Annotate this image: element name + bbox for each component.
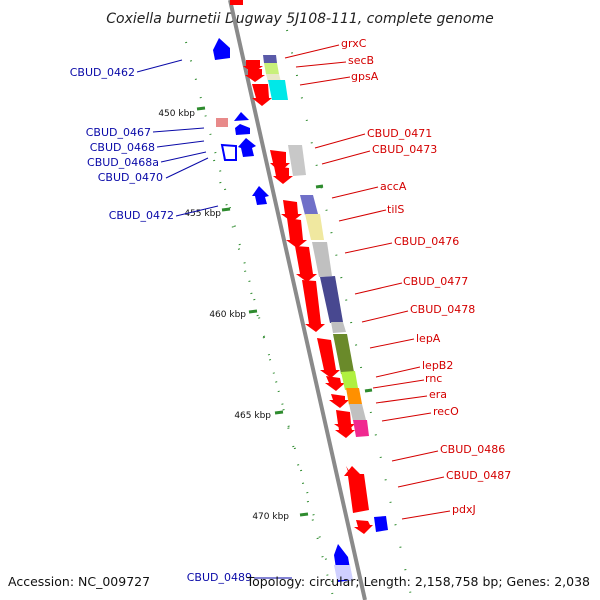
gene-pdxJ-neighbor xyxy=(374,516,388,532)
label-rnc: rnc xyxy=(425,372,442,385)
gene-CBUD_0467-pink xyxy=(216,118,228,127)
tick-labels: 450 kbp 455 kbp 460 kbp 465 kbp 470 kbp xyxy=(158,109,289,522)
label-CBUD_0468: CBUD_0468 xyxy=(90,141,155,154)
label-era: era xyxy=(429,388,447,401)
label-gpsA: gpsA xyxy=(351,70,379,83)
gene-CBUD_0476 xyxy=(295,246,317,282)
cog-CBUD_0471 xyxy=(288,145,306,176)
leader-lines-reverse xyxy=(136,59,292,579)
label-CBUD_0467: CBUD_0467 xyxy=(86,126,151,139)
feature-dashes xyxy=(315,184,373,393)
gene-lepA xyxy=(317,338,340,378)
label-lepB2: lepB2 xyxy=(422,359,453,372)
label-tilS: tilS xyxy=(387,203,404,216)
cog-era xyxy=(349,404,366,421)
forward-gene-labels: grxC secB gpsA CBUD_0471 CBUD_0473 accA … xyxy=(341,37,511,516)
cog-accA xyxy=(300,195,318,215)
label-accA: accA xyxy=(380,180,407,193)
cog-CBUD_0468 xyxy=(220,143,237,161)
label-CBUD_0473: CBUD_0473 xyxy=(372,143,437,156)
gene-recO xyxy=(335,424,355,438)
label-CBUD_0486: CBUD_0486 xyxy=(440,443,505,456)
genome-backbone xyxy=(228,0,367,600)
label-CBUD_0487: CBUD_0487 xyxy=(446,469,511,482)
cog-recO xyxy=(353,420,369,437)
map-title: Coxiella burnetii Dugway 5J108-111, comp… xyxy=(106,11,493,27)
cog-blocks xyxy=(220,55,369,580)
label-CBUD_0471: CBUD_0471 xyxy=(367,127,432,140)
label-secB: secB xyxy=(348,54,374,67)
tick-label-465: 465 kbp xyxy=(234,411,271,421)
label-CBUD_0472: CBUD_0472 xyxy=(109,209,174,222)
cog-CBUD_0476 xyxy=(312,242,332,277)
cog-CBUD_0478 xyxy=(331,322,346,333)
tick-label-450: 450 kbp xyxy=(158,109,195,119)
label-CBUD_0489: CBUD_0489 xyxy=(187,571,252,584)
gene-top-fragment xyxy=(230,0,243,5)
gene-pdxJ xyxy=(354,520,373,534)
cog-gpsA-b xyxy=(268,80,288,100)
gene-secB xyxy=(245,69,265,82)
gene-accA xyxy=(281,200,302,222)
cog-tilS xyxy=(305,214,324,240)
label-CBUD_0478: CBUD_0478 xyxy=(410,303,475,316)
label-lepA: lepA xyxy=(416,332,441,345)
gene-CBUD_0473 xyxy=(273,166,293,184)
gene-CBUD_0462 xyxy=(213,38,230,60)
cog-CBUD_0477 xyxy=(320,276,343,323)
label-CBUD_0476: CBUD_0476 xyxy=(394,235,459,248)
accession-text: Accession: NC_009727 xyxy=(8,574,150,589)
cog-lepB2 xyxy=(341,371,358,390)
gene-grxC xyxy=(243,60,263,73)
label-pdxJ: pdxJ xyxy=(452,503,476,516)
label-recO: recO xyxy=(433,405,459,418)
genome-stats-text: Topology: circular; Length: 2,158,758 bp… xyxy=(246,574,590,589)
label-CBUD_0477: CBUD_0477 xyxy=(403,275,468,288)
leader-lines-forward xyxy=(284,44,451,520)
gene-CBUD_0487 xyxy=(344,466,369,513)
gene-lepB2 xyxy=(325,376,345,391)
gene-rnc xyxy=(329,394,349,408)
gene-CBUD_0472 xyxy=(252,186,269,205)
gene-CBUD_0467 xyxy=(234,112,249,121)
tick-label-470: 470 kbp xyxy=(252,512,289,522)
cog-rnc xyxy=(346,388,362,405)
gene-gpsA xyxy=(252,84,272,106)
gene-CBUD_0468 xyxy=(235,124,250,135)
cog-secB xyxy=(264,63,279,74)
label-CBUD_0462: CBUD_0462 xyxy=(70,66,135,79)
cog-lepA xyxy=(333,334,354,374)
cog-grxC xyxy=(263,55,277,63)
cog-CBUD_0489 xyxy=(334,565,353,580)
reverse-gene-labels: CBUD_0462 CBUD_0467 CBUD_0468 CBUD_0468a… xyxy=(70,66,252,584)
tick-label-455: 455 kbp xyxy=(184,209,221,219)
gene-tilS xyxy=(286,218,307,248)
gene-CBUD_0468a xyxy=(238,138,256,157)
label-CBUD_0470: CBUD_0470 xyxy=(98,171,163,184)
tick-marks xyxy=(196,106,309,517)
label-CBUD_0468a: CBUD_0468a xyxy=(87,156,159,169)
label-grxC: grxC xyxy=(341,37,367,50)
forward-genes xyxy=(230,0,373,534)
tick-label-460: 460 kbp xyxy=(209,310,246,320)
gene-CBUD_0477 xyxy=(302,280,325,332)
